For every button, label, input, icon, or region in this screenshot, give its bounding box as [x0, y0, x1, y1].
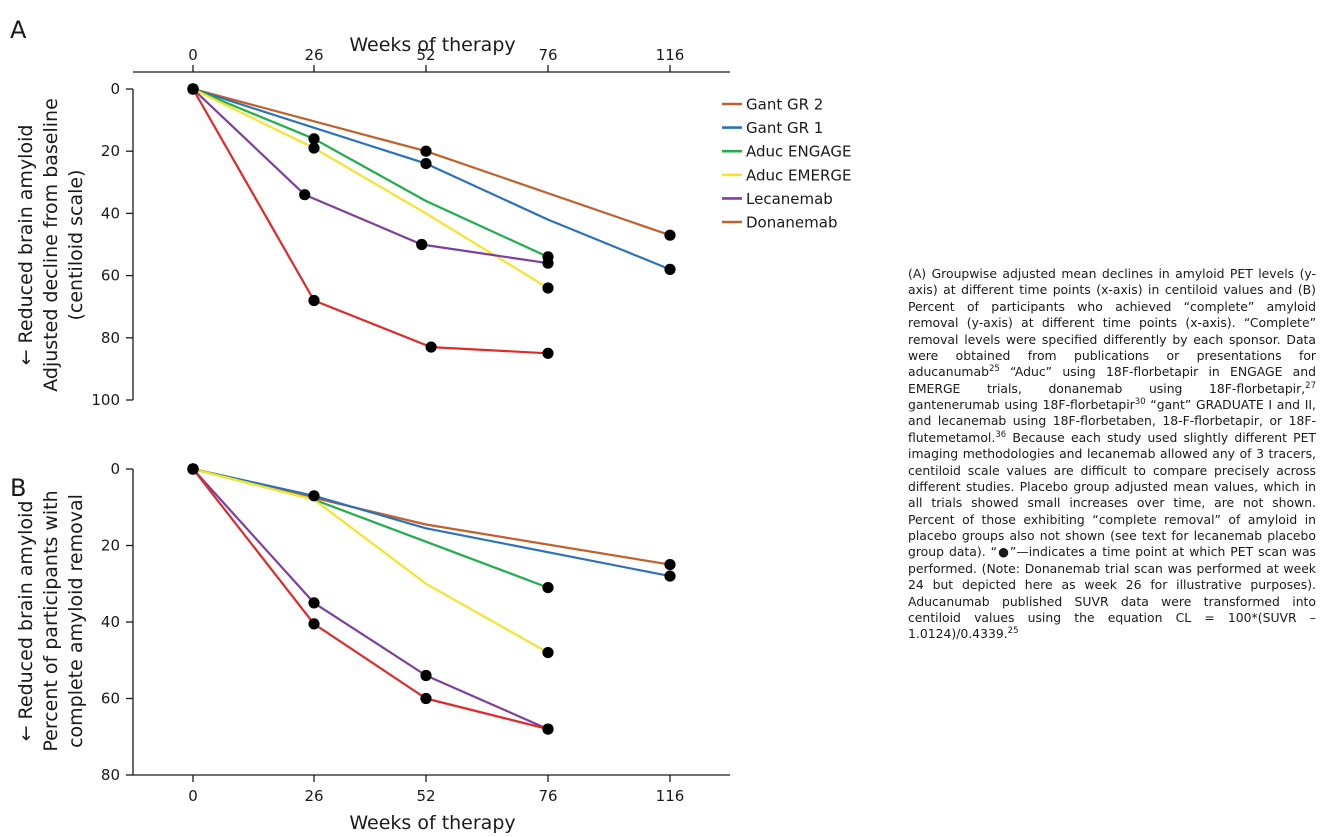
data-point-gant-gr-2: [308, 490, 320, 502]
y-tick-label: 60: [101, 267, 120, 285]
y-tick-label: 40: [101, 613, 120, 631]
data-point-gant-gr-2: [420, 145, 432, 157]
data-point-gant-gr-1: [664, 263, 676, 275]
data-point-donanemab: [542, 723, 554, 735]
data-point-aduc-engage: [308, 133, 320, 145]
caption-citation: 25: [1007, 626, 1019, 637]
data-point-gant-gr-1: [664, 570, 676, 582]
x-tick-label: 26: [304, 787, 323, 805]
panel-letter: B: [10, 474, 26, 502]
data-point-gant-gr-2: [664, 559, 676, 571]
y-tick-label: 20: [101, 142, 120, 160]
series-line-gant-gr-1: [192, 87, 671, 271]
legend-label: Donanemab: [746, 214, 838, 232]
caption-text: “Aduc” using 18F-florbetapir in ENGAGE a…: [908, 364, 1316, 396]
legend-label: Aduc EMERGE: [746, 166, 851, 184]
legend-label: Aduc ENGAGE: [746, 143, 851, 161]
series-line-aduc-engage: [192, 87, 549, 258]
data-point-donanemab: [542, 347, 554, 359]
series-line-donanemab: [192, 468, 549, 731]
data-point-gant-gr-2: [664, 229, 676, 241]
data-point-lecanemab: [542, 257, 554, 269]
x-tick-label: 76: [538, 787, 557, 805]
x-tick-label: 116: [656, 787, 685, 805]
figure-caption: (A) Groupwise adjusted mean declines in …: [908, 266, 1316, 643]
y-axis-title-line: (centiloid scale): [65, 170, 87, 321]
y-tick-label: 100: [91, 391, 120, 409]
data-point-donanemab: [187, 83, 199, 95]
legend: Gant GR 2 Gant GR 1 Aduc ENGAGE Aduc EMERGE…: [722, 96, 851, 232]
data-point-donanemab: [308, 618, 320, 630]
data-point-donanemab: [425, 341, 437, 353]
series-line-aduc-emerge: [192, 88, 549, 289]
data-point-aduc-emerge: [542, 282, 554, 294]
data-point-donanemab: [187, 463, 199, 475]
panel-letter: A: [10, 16, 27, 44]
y-tick-label: 0: [110, 80, 120, 98]
data-point-lecanemab: [416, 238, 428, 251]
data-point-lecanemab: [308, 597, 320, 609]
caption-text: “gant” GRADUATE I and II, and lecanemab …: [908, 397, 1316, 445]
y-tick-label: 0: [110, 460, 120, 478]
data-point-aduc-engage: [542, 582, 554, 594]
x-tick-label: 52: [416, 787, 435, 805]
y-axis-title-line: Adjusted decline from baseline: [40, 98, 62, 392]
x-axis-title: Weeks of therapy: [349, 812, 515, 834]
y-tick-label: 40: [101, 204, 120, 222]
data-point-aduc-emerge: [308, 142, 320, 154]
series-line-gant-gr-2: [192, 467, 671, 566]
caption-text: Because each study used slightly differe…: [908, 429, 1316, 642]
data-point-donanemab: [420, 692, 432, 705]
y-tick-label: 60: [101, 690, 120, 708]
y-tick-label: 80: [101, 766, 120, 784]
x-tick-label: 0: [188, 46, 198, 64]
x-tick-label: 26: [304, 46, 323, 64]
caption-text: gantenerumab using 18F-florbetapir: [908, 397, 1135, 412]
y-axis-title-line: ← Reduced brain amyloid: [15, 501, 37, 742]
x-tick-label: 116: [656, 46, 685, 64]
data-point-donanemab: [308, 294, 320, 307]
chart-panel-a: A 0 20 40 60 80 100 0 26 52 76 116 Weeks of therapy ←…: [10, 16, 851, 409]
legend-label: Gant GR 2: [746, 96, 823, 114]
legend-label: Gant GR 1: [746, 119, 823, 137]
x-tick-label: 0: [188, 787, 198, 805]
y-tick-label: 20: [101, 537, 120, 555]
x-tick-label: 52: [416, 46, 435, 64]
x-tick-label: 76: [538, 46, 557, 64]
series-line-lecanemab: [192, 88, 549, 265]
x-axis-title: Weeks of therapy: [349, 34, 515, 56]
data-point-aduc-emerge: [542, 647, 554, 659]
caption-citation: 25: [988, 364, 1000, 375]
data-point-lecanemab: [299, 189, 311, 201]
caption-citation: 30: [1134, 396, 1146, 407]
y-axis-title-line: complete amyloid removal: [65, 494, 87, 748]
legend-label: Lecanemab: [746, 190, 833, 208]
series-line-donanemab: [192, 88, 549, 355]
caption-citation: 27: [1305, 380, 1316, 391]
chart-panel-b: B 0 20 40 60 80 0 26 52 76 116 Weeks of therapy ← Re…: [10, 460, 730, 834]
caption-citation: 36: [995, 429, 1007, 440]
data-point-lecanemab: [420, 669, 432, 682]
y-axis-title-line: ← Reduced brain amyloid: [15, 125, 37, 366]
series-line-lecanemab: [192, 468, 549, 731]
series-line-aduc-emerge: [192, 467, 549, 654]
y-tick-label: 80: [101, 329, 120, 347]
caption-text: (A) Groupwise adjusted mean declines in …: [908, 266, 1316, 380]
y-axis-title-line: Percent of participants with: [40, 490, 62, 751]
series-line-gant-gr-1: [192, 467, 671, 578]
data-point-gant-gr-1: [420, 158, 432, 170]
